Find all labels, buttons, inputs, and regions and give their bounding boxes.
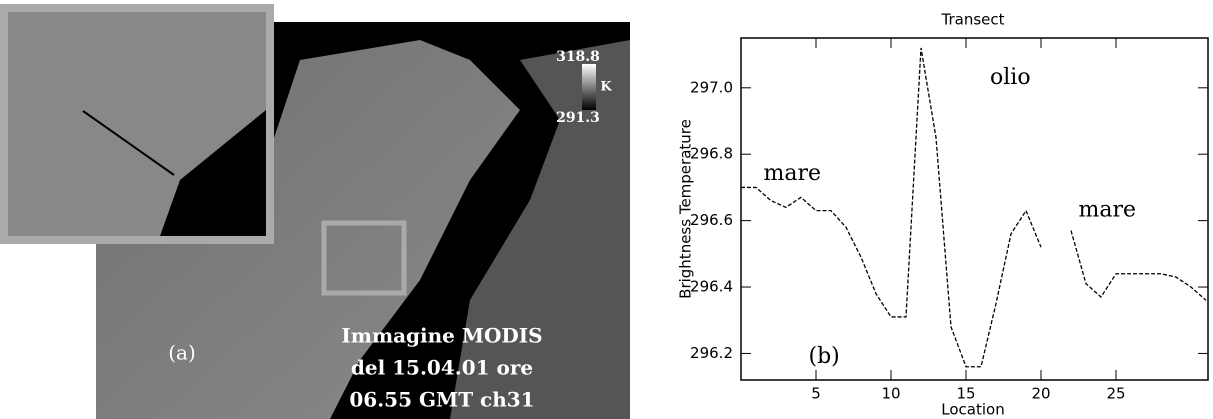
x-tick-label: 25 (1106, 385, 1125, 403)
satellite-image: 318.8 291.3 K (a) Immagine MODIS del 15.… (4, 8, 630, 419)
y-tick-label: 297.0 (690, 78, 733, 96)
x-tick-label: 5 (811, 385, 821, 403)
y-tick-label: 296.4 (690, 278, 733, 296)
y-tick-label: 296.8 (690, 145, 733, 163)
panel-label: (a) (168, 341, 196, 365)
chart: Transect Location Brightness Temperature… (677, 11, 1209, 419)
y-tick-label: 296.6 (690, 211, 733, 229)
annotation: olio (990, 65, 1031, 90)
colorbar-max: 318.8 (556, 49, 600, 65)
data-line (741, 48, 1206, 367)
x-axis-label: Location (941, 401, 1004, 419)
plot-frame (741, 38, 1208, 380)
chart-title: Transect (941, 11, 1005, 29)
y-tick-label: 296.2 (690, 344, 733, 362)
annotation: (b) (809, 344, 840, 369)
caption-line: 06.55 GMT ch31 (349, 388, 534, 412)
x-tick-label: 15 (956, 385, 975, 403)
x-tick-label: 10 (881, 385, 900, 403)
colorbar (582, 64, 596, 110)
annotation: mare (764, 161, 822, 186)
colorbar-unit: K (600, 80, 612, 95)
caption-line: Immagine MODIS (341, 324, 542, 348)
figure: 318.8 291.3 K (a) Immagine MODIS del 15.… (0, 0, 1213, 419)
colorbar-min: 291.3 (556, 110, 600, 126)
annotation: mare (1079, 198, 1137, 223)
caption-line: del 15.04.01 ore (351, 356, 533, 380)
x-tick-label: 20 (1031, 385, 1050, 403)
